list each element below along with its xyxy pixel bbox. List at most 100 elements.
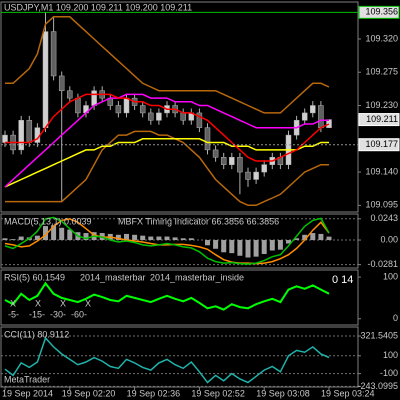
y-tick-label: 109.230 xyxy=(365,100,398,110)
candle-body xyxy=(18,120,24,151)
series-line xyxy=(4,336,330,384)
y-tick-label: 109.095 xyxy=(365,200,398,210)
candle-body xyxy=(196,112,203,128)
candle-body xyxy=(50,31,57,77)
candle-body xyxy=(310,105,316,114)
panel-frame xyxy=(0,269,359,326)
bar xyxy=(229,240,235,254)
bar xyxy=(180,238,186,241)
bar xyxy=(261,240,267,255)
candle-body xyxy=(75,97,81,114)
panel-subtitle: MBFX Timing Indicator 66.3856 66.3856 xyxy=(118,216,279,226)
candle-body xyxy=(204,127,211,151)
x-tick-label: 19 Sep 02:36 xyxy=(127,388,181,398)
series-line xyxy=(4,93,329,188)
y-tick-label: 0 xyxy=(393,313,398,323)
candle-body xyxy=(139,105,146,114)
bar xyxy=(302,234,308,241)
price-label: 109.177 xyxy=(365,139,398,149)
marker-label: X xyxy=(35,298,41,308)
y-tick-label: 109.275 xyxy=(365,67,398,77)
candle-body xyxy=(220,157,227,165)
bar xyxy=(148,236,154,241)
bar xyxy=(124,233,129,241)
candle-body xyxy=(301,112,308,121)
bar xyxy=(188,238,194,241)
x-tick-label: 19 Sep 03:08 xyxy=(256,388,310,398)
bar xyxy=(253,240,259,257)
bar xyxy=(132,234,138,241)
candle-body xyxy=(67,90,73,99)
bar xyxy=(2,238,8,241)
bar xyxy=(277,240,283,250)
candle-body xyxy=(245,171,251,180)
bar xyxy=(326,236,332,241)
bar xyxy=(237,240,243,256)
candle-body xyxy=(318,105,324,128)
bar xyxy=(43,226,48,241)
period-label: -5- xyxy=(8,309,19,319)
period-label: -15- xyxy=(29,309,45,319)
bar xyxy=(156,236,162,241)
bar xyxy=(245,240,251,258)
bar xyxy=(205,240,210,246)
x-tick-label: 19 Sep 02:20 xyxy=(62,388,116,398)
watermark: MetaTrader xyxy=(4,374,50,384)
price-box xyxy=(358,5,400,19)
y-tick-label: -243.0995 xyxy=(357,381,398,391)
bar xyxy=(286,240,291,244)
bar xyxy=(140,235,146,241)
y-tick-label: 100 xyxy=(383,350,398,360)
marker-label: X xyxy=(85,298,91,308)
series-line xyxy=(5,16,330,114)
bar xyxy=(164,236,170,241)
y-tick-label: 0.0243 xyxy=(370,213,398,223)
candle-body xyxy=(26,120,33,143)
bar xyxy=(310,233,316,241)
series-line xyxy=(4,138,329,188)
bar xyxy=(59,227,65,241)
bar xyxy=(318,233,324,241)
candle-body xyxy=(115,105,122,114)
panel-title: MACD(5,13,1) 0.0039 xyxy=(4,216,92,226)
candle-body xyxy=(253,171,259,180)
price-box xyxy=(358,138,400,152)
bar xyxy=(294,238,300,241)
panel-subtitle: 2014_masterbar_inside xyxy=(150,272,244,282)
candle-body xyxy=(58,75,65,91)
series-line xyxy=(5,130,329,207)
y-tick-label: 109.320 xyxy=(365,33,398,43)
panel-title: RSI(5) 60.1549 xyxy=(4,272,65,282)
panel-frame xyxy=(0,1,359,213)
bar xyxy=(18,236,24,241)
price-box xyxy=(358,113,400,127)
x-tick-label: 19 Sep 03:24 xyxy=(321,388,375,398)
y-tick-label: -100 xyxy=(380,368,398,378)
panel-subtitle: 2014_masterbar xyxy=(80,272,146,282)
panel-frame xyxy=(0,326,359,388)
bar xyxy=(10,239,16,241)
y-tick-label: 0.00 xyxy=(380,234,398,244)
y-tick-label: 321.5405 xyxy=(360,330,398,340)
marker-label: X xyxy=(60,298,66,308)
bar xyxy=(172,237,178,241)
bar xyxy=(213,240,219,249)
series-line xyxy=(4,218,330,265)
price-label: 109.211 xyxy=(366,114,398,124)
period-label: -60- xyxy=(71,309,87,319)
bar xyxy=(269,240,275,251)
candle-body xyxy=(156,112,162,121)
candle-body xyxy=(212,149,219,158)
annotation: 0 14 xyxy=(332,274,353,286)
candle-body xyxy=(237,157,243,173)
candle-body xyxy=(180,112,186,121)
y-tick-label: 109.140 xyxy=(365,166,398,176)
x-tick-label: 19 Sep 2014 xyxy=(2,388,53,398)
candle-body xyxy=(148,112,154,121)
candle-body xyxy=(229,157,235,165)
candle-body xyxy=(261,164,267,173)
candle-body xyxy=(123,97,130,114)
candle-body xyxy=(42,31,49,128)
